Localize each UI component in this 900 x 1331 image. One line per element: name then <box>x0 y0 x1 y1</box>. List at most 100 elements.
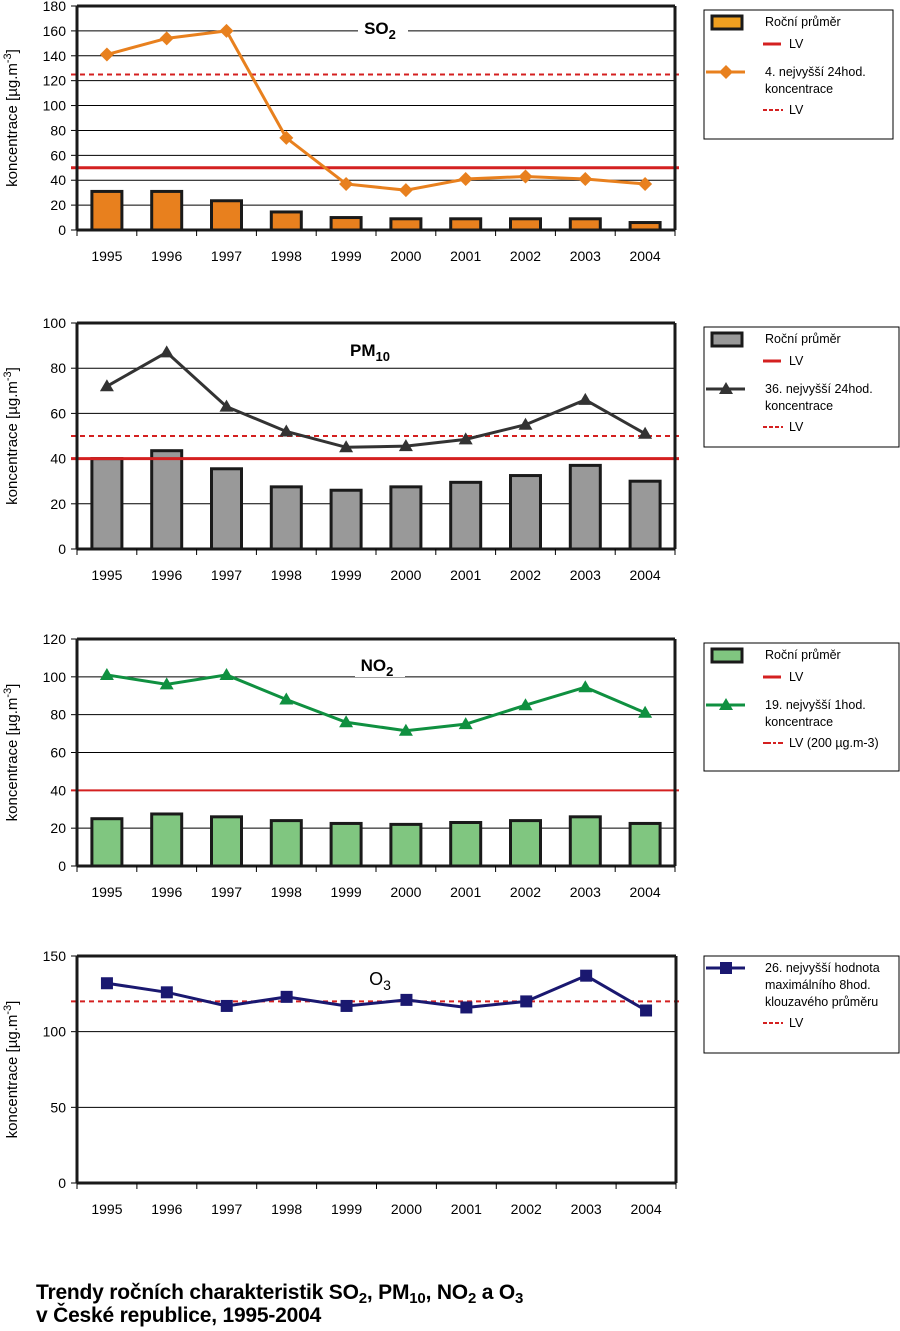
bar-2003 <box>568 463 602 551</box>
point-2002 <box>520 995 533 1008</box>
x-tick-label: 2003 <box>571 1201 602 1217</box>
bar-1999 <box>329 216 363 232</box>
legend-so2: Roční průměr LV 4. nejvyšší 24hod. koncentr… <box>703 9 894 140</box>
y-axis-label-superscript: -3 <box>2 688 14 698</box>
legend-marker <box>719 65 733 79</box>
legend-label: koncentrace <box>765 715 833 729</box>
point-2001 <box>458 432 473 445</box>
y-tick-label: 40 <box>50 782 66 798</box>
y-axis-label: koncentrace [µg.m-3] <box>2 49 21 187</box>
y-tick-label: 60 <box>50 147 66 163</box>
point-2000 <box>398 183 413 198</box>
legend-marker <box>719 382 733 394</box>
y-axis-label: koncentrace [µg.m-3] <box>2 684 21 822</box>
x-tick-label: 2001 <box>450 884 481 900</box>
caption-line-2: v České republice, 1995-2004 <box>36 1304 322 1327</box>
series-line <box>106 350 646 449</box>
chart-title-text: NO <box>361 656 387 675</box>
chart-title-subscript: 2 <box>386 664 393 679</box>
y-tick-label: 100 <box>43 98 67 114</box>
x-tick-label: 1995 <box>91 567 122 583</box>
y-tick-label: 120 <box>43 631 67 647</box>
y-tick-label: 100 <box>43 315 67 331</box>
x-tick-label: 1995 <box>91 884 122 900</box>
bar-2004 <box>628 479 662 551</box>
x-tick-label: 1998 <box>271 248 302 264</box>
x-tick-label: 1995 <box>91 248 122 264</box>
chart-title: O3 <box>369 969 391 993</box>
y-tick-label: 80 <box>50 122 66 138</box>
chart-no2: 0 20 40 60 80 100 120 NO2 1995 1996 1997 1998 1999 20… <box>2 631 900 900</box>
point-1997 <box>220 999 233 1012</box>
legend-label: Roční průměr <box>765 15 841 29</box>
caption-line-1: Trendy ročních charakteristik SO2, PM10,… <box>36 1281 523 1307</box>
point-2001 <box>460 1001 473 1014</box>
series-line <box>106 973 647 1012</box>
point-2004 <box>638 176 653 191</box>
y-axis-label-text: koncentrace [µg.m <box>4 1015 21 1139</box>
point-1996 <box>160 986 173 999</box>
point-2000 <box>400 993 413 1006</box>
legend-marker <box>719 698 733 710</box>
y-axis-label-superscript: -3 <box>2 53 14 63</box>
x-tick-label: 1996 <box>151 567 182 583</box>
legend-label: LV <box>789 420 804 434</box>
y-axis-label-text: koncentrace [µg.m <box>4 381 21 505</box>
legend-swatch-bar <box>710 331 744 348</box>
point-1995 <box>99 47 114 62</box>
point-2000 <box>398 439 413 452</box>
legend-label: koncentrace <box>765 399 833 413</box>
legend-label: maximálního 8hod. <box>765 978 871 992</box>
caption-text: , NO <box>425 1281 469 1304</box>
point-2001 <box>458 171 473 186</box>
point-1996 <box>159 677 174 690</box>
y-tick-label: 160 <box>43 23 67 39</box>
point-1998 <box>280 990 293 1003</box>
y-tick-label: 0 <box>58 1175 66 1191</box>
point-1995 <box>100 977 113 990</box>
chart-title: NO2 <box>361 656 394 679</box>
y-tick-label: 80 <box>50 707 66 723</box>
x-tick-label: 1996 <box>151 248 182 264</box>
x-tick-label: 2000 <box>390 248 421 264</box>
y-axis-label-text: koncentrace [µg.m <box>4 698 21 822</box>
caption-text: Trendy ročních charakteristik SO <box>36 1281 359 1304</box>
x-tick-label: 2001 <box>450 567 481 583</box>
y-tick-label: 20 <box>50 820 66 836</box>
legend-swatch-bar <box>710 647 744 664</box>
point-1999 <box>339 176 354 191</box>
bar-1995 <box>90 189 124 232</box>
caption-text: a O <box>476 1281 515 1304</box>
x-tick-label: 1998 <box>271 567 302 583</box>
caption-sub: 2 <box>358 1290 367 1307</box>
x-tick-label: 1998 <box>271 1201 302 1217</box>
point-2001 <box>458 717 473 730</box>
y-tick-label: 120 <box>43 73 67 89</box>
x-tick-label: 2001 <box>450 248 481 264</box>
legend-label: klouzavého průměru <box>765 995 878 1009</box>
y-tick-label: 0 <box>58 541 66 557</box>
y-tick-label: 180 <box>43 0 67 14</box>
bar-1996 <box>150 449 184 551</box>
y-tick-label: 60 <box>50 405 66 421</box>
y-tick-label: 80 <box>50 360 66 376</box>
chart-title-subscript: 3 <box>383 977 391 993</box>
point-2004 <box>638 705 653 718</box>
y-axis-label-text: ] <box>4 684 21 688</box>
series-line <box>106 29 646 192</box>
legend-label: 26. nejvyšší hodnota <box>765 961 880 975</box>
x-tick-label: 1995 <box>91 1201 122 1217</box>
x-tick-label: 1997 <box>211 1201 242 1217</box>
bar-1998 <box>269 485 303 551</box>
y-axis-label: koncentrace [µg.m-3] <box>2 367 21 505</box>
y-axis-label-text: ] <box>4 367 21 371</box>
bar-1996 <box>150 189 184 232</box>
legend-swatch-bar <box>710 14 744 31</box>
chart-so2: 0 20 40 60 80 100 120 140 160 180 SO2 1995 1996 1997 1… <box>2 0 894 264</box>
y-axis-label-text: ] <box>4 49 21 53</box>
y-tick-label: 20 <box>50 197 66 213</box>
legend-label: LV <box>789 670 804 684</box>
x-tick-label: 1996 <box>151 1201 182 1217</box>
bar-2001 <box>449 217 483 232</box>
